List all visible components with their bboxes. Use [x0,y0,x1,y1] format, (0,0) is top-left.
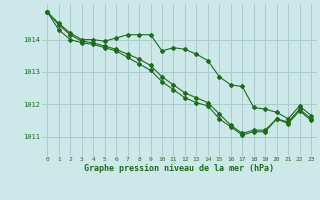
X-axis label: Graphe pression niveau de la mer (hPa): Graphe pression niveau de la mer (hPa) [84,164,274,173]
